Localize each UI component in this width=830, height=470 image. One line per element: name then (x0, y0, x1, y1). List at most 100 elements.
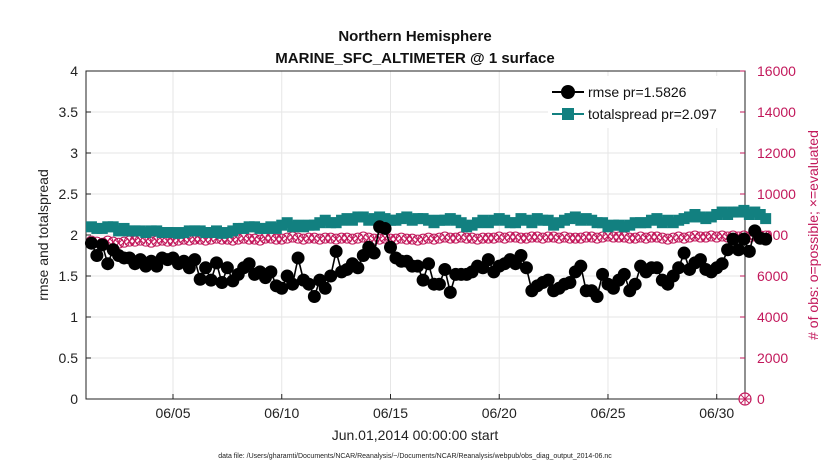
legend-marker-rmse (561, 85, 575, 99)
data-point (617, 267, 631, 281)
data-point (324, 269, 338, 283)
data-point (429, 234, 439, 244)
legend-label-rmse: rmse pr=1.5826 (588, 84, 687, 100)
data-point (596, 267, 610, 281)
data-point (690, 231, 700, 241)
data-point (522, 233, 531, 243)
data-point (560, 232, 569, 242)
data-point (717, 231, 727, 241)
y-right-tick-label: 0 (757, 391, 765, 407)
data-point (367, 246, 381, 260)
data-point (514, 249, 528, 262)
y-tick-label: 2 (70, 227, 78, 243)
data-point (299, 234, 308, 244)
data-point (239, 233, 249, 243)
data-point (759, 232, 773, 246)
data-point (288, 232, 297, 242)
data-point (90, 249, 104, 262)
data-point (519, 261, 533, 275)
data-point (378, 221, 392, 235)
data-file-footnote: data file: /Users/gharamti/Documents/NCA… (218, 453, 612, 460)
data-point (494, 232, 504, 242)
data-point (706, 231, 716, 241)
data-point (679, 233, 689, 243)
data-point (737, 232, 751, 246)
left-y-axis: 0 0.5 1 1.5 2 2.5 3 3.5 4 (59, 63, 91, 407)
data-point (199, 261, 213, 275)
data-point (275, 281, 289, 295)
data-point (220, 261, 234, 275)
data-point (731, 243, 745, 257)
x-tick-label: 06/15 (373, 405, 408, 421)
data-point (668, 233, 678, 243)
data-point (188, 253, 202, 267)
data-point (500, 233, 510, 243)
x-tick-label: 06/30 (699, 405, 734, 421)
data-point (130, 236, 140, 246)
data-point (677, 246, 691, 260)
data-point (358, 232, 368, 242)
data-point (489, 233, 499, 243)
data-point (603, 231, 613, 241)
series-0 (84, 220, 773, 303)
data-point (554, 233, 564, 243)
data-point (657, 233, 667, 243)
data-point (663, 234, 673, 244)
y-tick-label: 1 (70, 309, 78, 325)
data-point (204, 273, 218, 287)
x-tick-label: 06/05 (155, 405, 190, 421)
data-point (443, 285, 457, 299)
data-point (636, 232, 645, 242)
data-point (277, 234, 287, 244)
data-point (119, 237, 129, 247)
data-point (416, 273, 430, 287)
data-point (291, 251, 305, 265)
data-point (411, 259, 425, 273)
data-point (84, 236, 98, 250)
data-point (310, 233, 319, 243)
data-point (672, 261, 686, 275)
x-tick-label: 06/10 (264, 405, 299, 421)
data-point (721, 243, 735, 257)
data-point (95, 238, 109, 252)
data-point (342, 233, 352, 243)
data-point (619, 232, 629, 242)
data-point (650, 261, 664, 275)
data-point (255, 235, 265, 245)
data-point (481, 253, 495, 267)
data-point (652, 232, 662, 242)
data-point (215, 276, 229, 290)
data-point (532, 232, 542, 242)
y-tick-label: 3 (70, 145, 78, 161)
y-tick-label: 1.5 (59, 268, 79, 284)
chart-subtitle: MARINE_SFC_ALTIMETER @ 1 surface (275, 50, 554, 67)
data-point (712, 232, 722, 242)
y-tick-label: 3.5 (59, 104, 79, 120)
data-point (293, 233, 303, 243)
data-point (628, 277, 642, 291)
data-point (541, 273, 555, 287)
data-point (641, 233, 651, 243)
data-point (264, 265, 278, 279)
data-point (353, 233, 363, 243)
data-point (563, 276, 577, 290)
data-point (351, 261, 365, 275)
data-point (538, 233, 548, 243)
data-point (760, 213, 772, 225)
data-point (282, 233, 292, 243)
data-point (413, 235, 423, 245)
y-axis-label-right: # of obs: o=possible; ×=evaluated (805, 130, 821, 340)
legend-marker-totalspread (562, 108, 574, 120)
y-tick-label: 4 (70, 63, 78, 79)
data-point (435, 233, 444, 243)
data-point (266, 233, 276, 243)
data-point (307, 290, 321, 303)
data-point (209, 256, 223, 270)
legend: rmse pr=1.5826 totalspread pr=2.097 (548, 76, 740, 128)
data-point (331, 234, 341, 244)
data-point (364, 233, 374, 243)
data-point (407, 234, 417, 244)
data-point (587, 232, 597, 242)
data-point (302, 277, 316, 291)
